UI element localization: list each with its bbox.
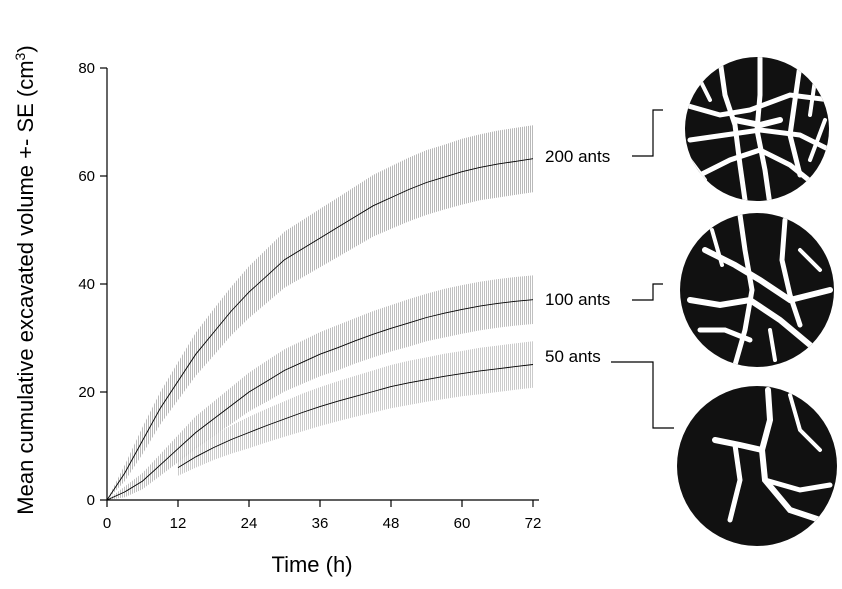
x-tick-label: 36 <box>312 515 329 532</box>
inset-100-ants <box>680 213 834 367</box>
series-label-200-ants: 200 ants <box>545 147 610 166</box>
bracket-200-ants <box>632 109 663 157</box>
series-label-50-ants: 50 ants <box>545 347 601 366</box>
x-tick-label: 12 <box>170 515 187 532</box>
y-tick-label: 20 <box>78 384 95 401</box>
axes: 0 12 24 36 48 60 72 0 20 40 60 80 <box>78 60 541 532</box>
y-axis-title: Mean cumulative excavated volume +- SE (… <box>12 45 38 514</box>
x-tick-label: 60 <box>454 515 471 532</box>
line-50-ants <box>177 364 534 468</box>
y-axis-title-main: Mean cumulative excavated volume +- SE (… <box>13 60 38 514</box>
band-50-ants <box>178 341 533 476</box>
mean-lines <box>106 158 534 501</box>
y-tick-label: 0 <box>87 492 95 509</box>
y-tick-label: 80 <box>78 60 95 77</box>
x-ticks: 0 12 24 36 48 60 72 <box>103 500 542 532</box>
y-ticks: 0 20 40 60 80 <box>78 60 107 509</box>
line-200-ants <box>106 158 534 501</box>
x-axis-title: Time (h) <box>271 552 352 577</box>
y-axis-title-superscript: 3 <box>12 52 28 60</box>
x-tick-label: 72 <box>525 515 542 532</box>
bracket-50-ants <box>611 361 674 429</box>
band-200-ants <box>107 125 533 500</box>
band-100-ants <box>107 275 533 500</box>
inset-50-ants <box>677 386 837 546</box>
error-bands <box>107 125 533 500</box>
inset-200-ants <box>685 57 829 201</box>
y-axis-title-end: ) <box>13 45 38 52</box>
bracket-100-ants <box>632 283 663 301</box>
x-tick-label: 0 <box>103 515 111 532</box>
x-tick-label: 24 <box>241 515 258 532</box>
y-tick-label: 60 <box>78 168 95 185</box>
line-100-ants <box>106 299 534 501</box>
x-tick-label: 48 <box>383 515 400 532</box>
series-label-100-ants: 100 ants <box>545 290 610 309</box>
y-tick-label: 40 <box>78 276 95 293</box>
